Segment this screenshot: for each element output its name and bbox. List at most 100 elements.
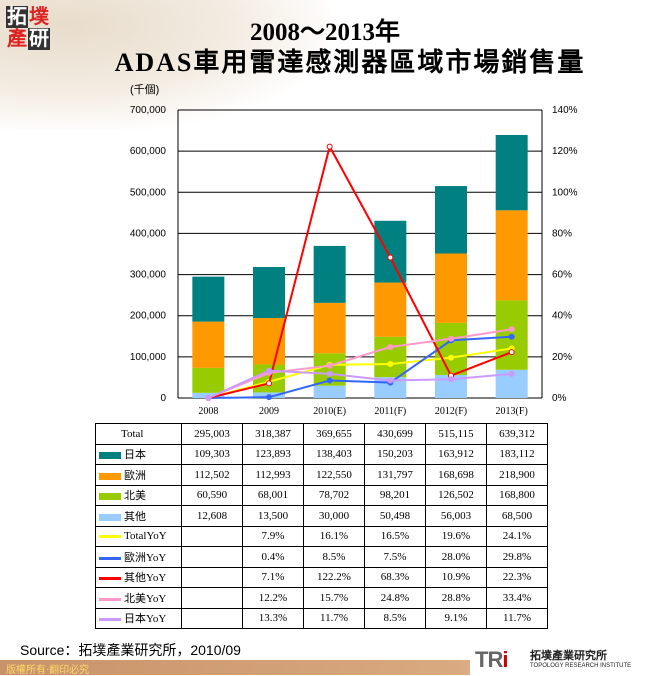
table-cell xyxy=(181,607,243,629)
y2-tick-label: 120% xyxy=(552,146,578,157)
table-cell: 12.2% xyxy=(242,587,304,609)
table-cell: 29.8% xyxy=(486,546,548,568)
legend-line xyxy=(99,577,121,581)
table-cell: 163,912 xyxy=(425,443,487,465)
point-北美YoY xyxy=(326,362,333,369)
table-cell: 98,201 xyxy=(364,484,426,506)
table-cell: 22.3% xyxy=(486,566,548,588)
table-cell: 50,498 xyxy=(364,505,426,527)
table-cell xyxy=(181,587,243,609)
x-tick-label: 2011(F) xyxy=(374,406,406,417)
bar-日本 xyxy=(192,276,225,322)
table-cell: 16.1% xyxy=(303,525,365,547)
tri-name-cn: 拓墣產業研究所 xyxy=(530,649,607,662)
y-axis-unit-label: (千個) xyxy=(130,84,160,96)
y-tick-label: 200,000 xyxy=(130,311,167,322)
line-北美YoY xyxy=(207,328,512,399)
table-cell: 78,702 xyxy=(303,484,365,506)
table-cell: 122,550 xyxy=(303,464,365,486)
table-cell: 30,000 xyxy=(303,505,365,527)
table-cell: 10.9% xyxy=(425,566,487,588)
row-label: TotalYoY xyxy=(95,525,182,547)
table-cell: 16.5% xyxy=(364,525,426,547)
y2-tick-label: 20% xyxy=(552,352,572,363)
point-TotalYoY xyxy=(448,354,454,361)
table-cell: 515,115 xyxy=(425,423,487,445)
table-row: 日本YoY 13.3% 11.7% 8.5% 9.1% 11.7% xyxy=(95,607,548,629)
table-cell: 19.6% xyxy=(425,525,487,547)
bar-其他 xyxy=(313,385,346,398)
tri-mark: TRi xyxy=(475,647,508,672)
data-table: Total 295,003 318,387 369,655 430,699 515,115… xyxy=(95,423,548,629)
table-cell: 131,797 xyxy=(364,464,426,486)
legend-line xyxy=(99,556,121,560)
bar-北美 xyxy=(192,367,225,393)
legend-swatch xyxy=(99,452,121,460)
row-label: Total xyxy=(95,423,182,445)
bar-歐洲 xyxy=(435,253,467,323)
table-cell: 7.9% xyxy=(242,525,304,547)
y2-tick-label: 0% xyxy=(552,393,567,404)
y2-tick-label: 40% xyxy=(552,311,572,322)
point-其他YoY xyxy=(326,143,333,150)
bar-其他 xyxy=(435,374,467,398)
x-tick-label: 2012(F) xyxy=(435,406,467,417)
table-cell: 7.1% xyxy=(242,566,304,588)
chart-title-line1: 2008～2013年 xyxy=(249,19,400,46)
point-日本YoY xyxy=(387,377,394,384)
table-cell: 8.5% xyxy=(303,546,365,568)
point-歐洲YoY xyxy=(508,333,515,340)
copyright-text: 版權所有‧翻印必究 xyxy=(6,665,90,676)
y2-tick-label: 60% xyxy=(552,270,572,281)
y-tick-label: 100,000 xyxy=(130,352,167,363)
table-cell: 369,655 xyxy=(303,423,365,445)
row-label: 歐洲YoY xyxy=(95,546,182,568)
bar-日本 xyxy=(435,186,467,254)
legend-swatch xyxy=(99,513,121,521)
table-cell xyxy=(181,546,243,568)
table-cell: 56,003 xyxy=(425,505,487,527)
table-cell: 24.1% xyxy=(486,525,548,547)
legend-swatch xyxy=(99,493,121,501)
y-tick-label: 700,000 xyxy=(130,105,167,116)
table-cell: 112,502 xyxy=(181,464,243,486)
line-TotalYoY xyxy=(208,347,512,399)
row-label: 日本 xyxy=(95,443,182,465)
table-cell: 12,608 xyxy=(181,505,243,527)
point-北美YoY xyxy=(387,343,394,350)
point-日本YoY xyxy=(266,367,272,374)
table-row: 北美 60,590 68,001 78,702 98,201 126,502 168,800 xyxy=(95,484,548,506)
bar-北美 xyxy=(374,336,407,378)
point-北美YoY xyxy=(508,326,515,333)
source-note: Source：拓墣產業研究所，2010/09 xyxy=(20,642,241,658)
legend-line xyxy=(99,535,121,539)
y-tick-label: 300,000 xyxy=(130,270,167,281)
line-歐洲YoY xyxy=(208,335,512,399)
table-cell xyxy=(181,566,243,588)
line-其他YoY xyxy=(208,143,513,399)
table-cell: 28.0% xyxy=(425,546,487,568)
table-cell: 13,500 xyxy=(242,505,304,527)
table-cell: 318,387 xyxy=(242,423,304,445)
table-cell: 60,590 xyxy=(181,484,243,506)
x-tick-label: 2008 xyxy=(198,406,218,417)
point-其他YoY xyxy=(508,349,515,356)
tri-name-en: TOPOLOGY RESEARCH INSTITUTE xyxy=(530,663,632,669)
legend-line xyxy=(99,597,121,601)
table-cell: 11.7% xyxy=(486,607,548,629)
table-cell: 168,800 xyxy=(486,484,548,506)
y-tick-label: 0 xyxy=(160,393,166,404)
point-其他YoY xyxy=(266,380,272,387)
table-cell: 9.1% xyxy=(425,607,487,629)
tri-logo: TRi 拓墣產業研究所 TOPOLOGY RESEARCH INSTITUTE xyxy=(470,645,650,675)
table-cell: 15.7% xyxy=(303,587,365,609)
table-cell: 639,312 xyxy=(486,423,548,445)
bar-歐洲 xyxy=(374,282,407,337)
line-日本YoY xyxy=(207,369,512,399)
bar-歐洲 xyxy=(495,210,528,301)
point-北美YoY xyxy=(448,335,454,342)
chart: 0 100,000 200,000 300,000 400,000 500,000 600,… xyxy=(130,105,578,417)
point-TotalYoY xyxy=(387,361,394,368)
row-label: 日本YoY xyxy=(95,607,182,629)
table-row: 其他YoY 7.1% 122.2% 68.3% 10.9% 22.3% xyxy=(95,566,548,588)
